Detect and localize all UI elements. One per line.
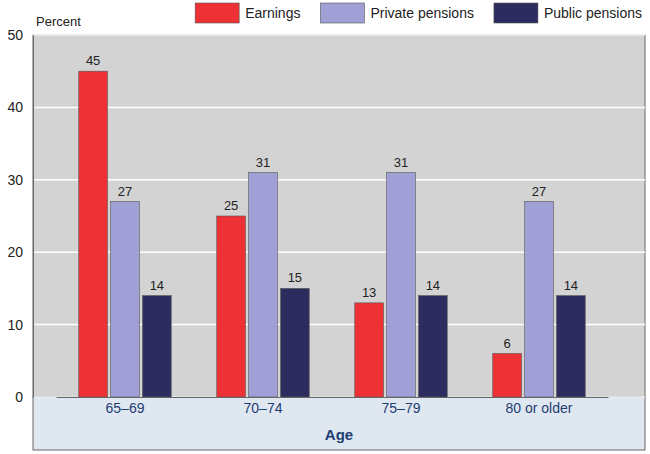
data-label: 14 — [564, 278, 578, 293]
bar — [111, 202, 140, 397]
y-tick-label: 0 — [15, 389, 23, 405]
x-tick-label: 75–79 — [382, 400, 421, 416]
y-axis-title: Percent — [36, 14, 81, 29]
grid-line — [33, 34, 645, 36]
y-tick: 30 — [7, 172, 33, 188]
bar — [355, 303, 384, 397]
data-label: 31 — [256, 155, 270, 170]
legend-swatch — [494, 3, 538, 23]
y-tick-label: 10 — [7, 317, 23, 333]
x-tick: 75–79 — [382, 397, 421, 416]
data-label: 15 — [288, 270, 302, 285]
y-tick-label: 50 — [7, 27, 23, 43]
grid-line — [33, 107, 645, 109]
data-label: 14 — [426, 278, 440, 293]
y-tick-label: 30 — [7, 172, 23, 188]
data-label: 14 — [150, 278, 164, 293]
y-tick: 40 — [7, 99, 33, 115]
y-axis-line — [33, 36, 34, 398]
data-label: 6 — [504, 336, 511, 351]
data-label: 45 — [86, 53, 100, 68]
x-tick-label: 80 or older — [506, 400, 573, 416]
x-axis: 65–69 70–74 75–79 80 or older — [57, 397, 609, 416]
plot-background — [33, 35, 645, 397]
data-label: 27 — [118, 184, 132, 199]
legend-item: Private pensions — [320, 3, 474, 23]
bar — [525, 202, 554, 397]
y-tick: 10 — [7, 317, 33, 333]
chart: 0 10 20 30 40 50 Percent 45 25 13 6 27 31 31 27 14 15 14 1… — [0, 0, 650, 454]
x-tick-label: 65–69 — [106, 400, 145, 416]
y-tick-label: 20 — [7, 244, 23, 260]
data-label: 13 — [362, 285, 376, 300]
grid-line — [33, 179, 645, 181]
x-axis-band — [33, 397, 645, 450]
x-axis-line — [57, 397, 609, 398]
legend-label: Private pensions — [370, 5, 474, 21]
x-tick-label: 70–74 — [244, 400, 283, 416]
legend-item: Earnings — [195, 3, 300, 23]
legend-swatch — [195, 3, 239, 23]
y-tick-label: 40 — [7, 99, 23, 115]
x-axis-title: Age — [325, 426, 353, 443]
data-label: 25 — [224, 198, 238, 213]
bar — [281, 288, 310, 397]
bar — [217, 216, 246, 397]
x-tick: 80 or older — [506, 397, 573, 416]
bar — [387, 173, 416, 397]
bar — [493, 354, 522, 397]
bars — [79, 71, 585, 397]
y-tick: 50 — [7, 27, 33, 43]
legend-item: Public pensions — [494, 3, 642, 23]
y-tick: 20 — [7, 244, 33, 260]
y-tick: 0 — [15, 389, 33, 405]
grid — [33, 35, 645, 397]
x-tick: 70–74 — [244, 397, 283, 416]
legend: Earnings Private pensions Public pensions — [195, 3, 642, 23]
bar — [143, 296, 172, 397]
bar — [249, 173, 278, 397]
legend-label: Earnings — [245, 5, 300, 21]
bar — [79, 71, 108, 397]
bar — [419, 296, 448, 397]
y-axis: 0 10 20 30 40 50 — [7, 27, 33, 405]
legend-label: Public pensions — [544, 5, 642, 21]
data-labels: 45 25 13 6 27 31 31 27 14 15 14 14 — [86, 53, 578, 350]
bar — [557, 296, 586, 397]
x-tick: 65–69 — [106, 397, 145, 416]
data-label: 27 — [532, 184, 546, 199]
legend-swatch — [320, 3, 364, 23]
data-label: 31 — [394, 155, 408, 170]
